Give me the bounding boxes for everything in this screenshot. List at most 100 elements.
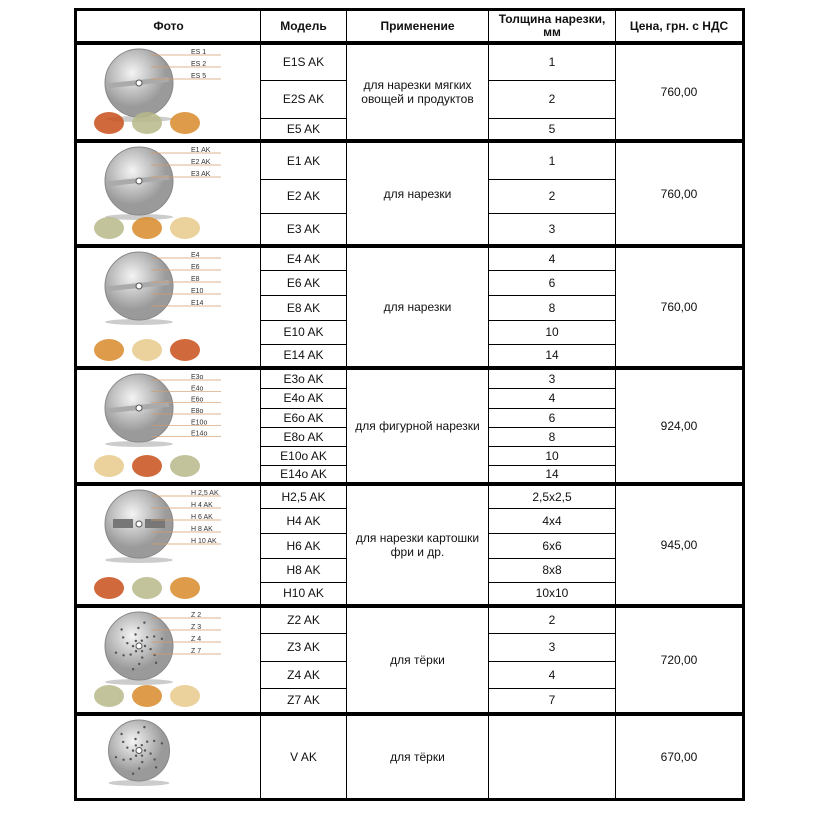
disc-label: E3o [191,374,204,381]
price-table: Фото Модель Применение Толщина нарезки, … [74,8,745,801]
table-row: E1 AK E2 AK E3 AK E1 AK для нарезки 1 760,00 [75,139,744,247]
application-cell: для нарезки [346,139,489,247]
table-row: E4 E6 E8 E10 E14 E4 AK для нарезки 4 760,00 [75,244,744,369]
slicing-disc-image: E1 AK E2 AK E3 AK [93,146,221,239]
table-row: E10 AK 10 [76,319,744,345]
table-row: H 2,5 AK H 4 AK H 6 AK H 8 AK H 10 AK H2,5 AK… [75,482,744,607]
thickness-cell: 10 [488,445,616,466]
header-price: Цена, грн. с НДС [615,9,744,44]
model-cell: E14 AK [260,343,347,369]
food-sample [131,339,162,361]
table-row: H6 AK 6x6 [76,532,744,559]
thickness-cell: 1 [488,139,616,180]
disc-label: E3 AK [191,171,211,178]
table-row: E2S AK 2 [76,79,744,119]
model-cell: H2,5 AK [260,482,347,509]
disc-label: E8 [191,276,200,283]
product-photo: E4 E6 E8 E10 E14 [75,244,261,369]
thickness-cell: 8 [488,426,616,447]
food-sample [131,112,162,134]
table-row: E14o AK 14 [76,464,744,485]
grater-disc-image [107,719,170,787]
header-photo: Фото [75,9,261,44]
model-cell: E2 AK [260,178,347,214]
application-cell: для фигурной нарезки [346,366,489,485]
food-sample [169,217,200,239]
model-cell: H4 AK [260,507,347,534]
table-row: Z3 AK 3 [76,632,744,662]
thickness-cell: 8 [488,294,616,321]
price-cell: 924,00 [615,366,744,485]
disc-label: E6 [191,264,200,271]
model-cell: E3o AK [260,366,347,389]
header-model: Модель [260,9,347,44]
disc-label: E14 [191,300,204,307]
thickness-cell: 1 [488,41,616,81]
product-photo: E3o E4o E6o E8o E10o E14o [75,366,261,485]
model-cell: H6 AK [260,532,347,559]
thickness-cell: 2 [488,604,616,634]
table-row: H4 AK 4x4 [76,507,744,534]
thickness-cell: 2 [488,178,616,214]
disc-label: E14o [191,431,207,438]
disc-label: E8o [191,408,204,415]
table-row: E3o E4o E6o E8o E10o E14o E3o AK для фигурной н… [75,366,744,485]
slicing-disc-image: E4 E6 E8 E10 E14 [93,251,221,361]
disc-label: E4 [191,252,200,259]
food-sample [169,685,200,707]
model-cell: E1 AK [260,139,347,180]
model-cell: V AK [260,712,347,800]
table-row: E8 AK 8 [76,294,744,321]
model-cell: E1S AK [260,41,347,81]
table-row: Z 2 Z 3 Z 4 Z 7 Z2 AK для тёрки 2 720,00 [75,604,744,715]
grater-disc-image: Z 2 Z 3 Z 4 Z 7 [93,611,221,707]
model-cell: E2S AK [260,79,347,119]
disc-label: ES 2 [191,61,206,68]
table-row: E8o AK 8 [76,426,744,447]
food-sample [131,217,162,239]
food-sample [131,577,162,599]
food-sample [169,577,200,599]
model-cell: E10 AK [260,319,347,345]
table-row: H10 AK 10x10 [76,581,744,607]
thickness-cell: 4 [488,660,616,689]
thickness-cell: 14 [488,343,616,369]
disc-label: E10o [191,419,207,426]
model-cell: E10o AK [260,445,347,466]
model-cell: Z7 AK [260,687,347,715]
model-cell: H8 AK [260,557,347,583]
thickness-cell: 3 [488,366,616,389]
model-cell: Z2 AK [260,604,347,634]
thickness-cell: 2,5x2,5 [488,482,616,509]
disc-label: ES 1 [191,49,206,56]
fries-disc-image: H 2,5 AK H 4 AK H 6 AK H 8 AK H 10 AK [93,489,221,599]
thickness-cell: 10 [488,319,616,345]
disc-label: H 2,5 AK [191,490,219,497]
disc-label: Z 7 [191,648,201,655]
product-photo: H 2,5 AK H 4 AK H 6 AK H 8 AK H 10 AK [75,482,261,607]
thickness-cell: 6 [488,407,616,428]
disc-label: Z 3 [191,624,201,631]
model-cell: E4 AK [260,244,347,271]
header-thickness: Толщина нарезки, мм [488,9,616,44]
food-sample [169,112,200,134]
product-photo: ES 1 ES 2 ES 5 [75,41,261,142]
table-row: E6o AK 6 [76,407,744,428]
food-sample [93,112,124,134]
food-sample [93,455,124,477]
model-cell: E14o AK [260,464,347,485]
product-photo [75,712,261,800]
thickness-cell: 7 [488,687,616,715]
food-sample [169,455,200,477]
product-photo: Z 2 Z 3 Z 4 Z 7 [75,604,261,715]
model-cell: E6 AK [260,269,347,296]
table-row: E14 AK 14 [76,343,744,369]
price-cell: 945,00 [615,482,744,607]
disc-label: E1 AK [191,147,211,154]
food-sample [93,577,124,599]
wavy-slicing-disc-image: E3o E4o E6o E8o E10o E14o [93,373,221,477]
product-photo: E1 AK E2 AK E3 AK [75,139,261,247]
model-cell: Z4 AK [260,660,347,689]
price-cell: 760,00 [615,41,744,142]
disc-label: H 6 AK [191,514,213,521]
